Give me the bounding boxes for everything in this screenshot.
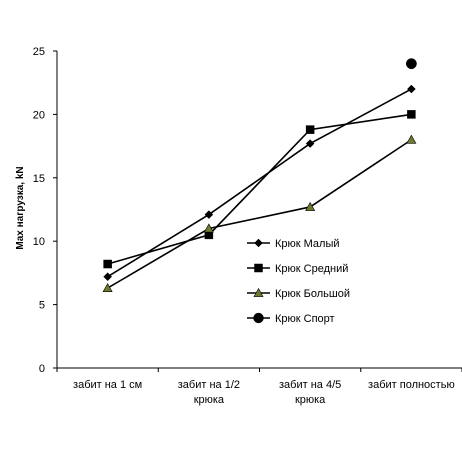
series-layer	[102, 58, 417, 293]
series-0-point	[407, 84, 416, 94]
series-1-point	[103, 259, 112, 269]
series-2	[102, 134, 417, 293]
legend-label: Крюк Большой	[275, 288, 350, 300]
series-0-point	[103, 272, 112, 282]
legend-marker	[254, 263, 263, 273]
series-1-point	[305, 125, 315, 134]
series-1-point	[407, 110, 416, 119]
y-tick-label: 20	[33, 109, 45, 121]
legend-item: Крюк Малый	[247, 238, 340, 250]
series-2-line	[107, 139, 412, 289]
x-tick-label: забит полностью	[368, 379, 455, 391]
series-1-line	[107, 113, 412, 265]
x-tick-label: забит на 1/2 крюка	[178, 379, 240, 406]
legend-label: Крюк Малый	[275, 238, 340, 250]
series-3	[405, 58, 417, 70]
axes	[53, 50, 462, 372]
series-3-point	[405, 58, 417, 70]
series-0-line	[107, 88, 412, 278]
series-0-point	[204, 210, 214, 219]
y-tick-label: 25	[33, 46, 45, 58]
x-tick-label: забит на 1 см	[73, 379, 142, 391]
series-0-point	[305, 139, 315, 148]
y-tick-label: 0	[39, 363, 45, 375]
y-tick-labels: 0 5 10 15 20 25	[33, 46, 45, 375]
legend-label: Крюк Средний	[275, 263, 348, 275]
series-2-point	[406, 134, 417, 144]
series-0	[103, 84, 416, 282]
legend-marker	[253, 312, 264, 324]
legend-item: Крюк Спорт	[247, 312, 335, 325]
legend-item: Крюк Большой	[247, 287, 350, 300]
series-1	[103, 110, 416, 269]
x-tick-labels: забит на 1 см забит на 1/2 крюка забит на 4…	[73, 379, 455, 406]
legend: Крюк Малый Крюк Средний Крюк Большой Крюк С…	[247, 238, 350, 325]
y-axis-title: Max нагрузка, kN	[15, 166, 26, 249]
legend-marker	[253, 287, 264, 297]
series-2-point	[305, 201, 316, 211]
series-2-point	[203, 223, 214, 233]
legend-label: Крюк Спорт	[275, 313, 335, 325]
legend-marker	[254, 238, 263, 248]
y-tick-label: 10	[33, 236, 45, 248]
series-2-point	[102, 282, 113, 293]
x-tick-label: забит на 4/5 крюка	[279, 379, 341, 406]
y-tick-label: 5	[39, 300, 45, 312]
y-tick-label: 15	[33, 173, 45, 185]
legend-item: Крюк Средний	[247, 263, 348, 275]
